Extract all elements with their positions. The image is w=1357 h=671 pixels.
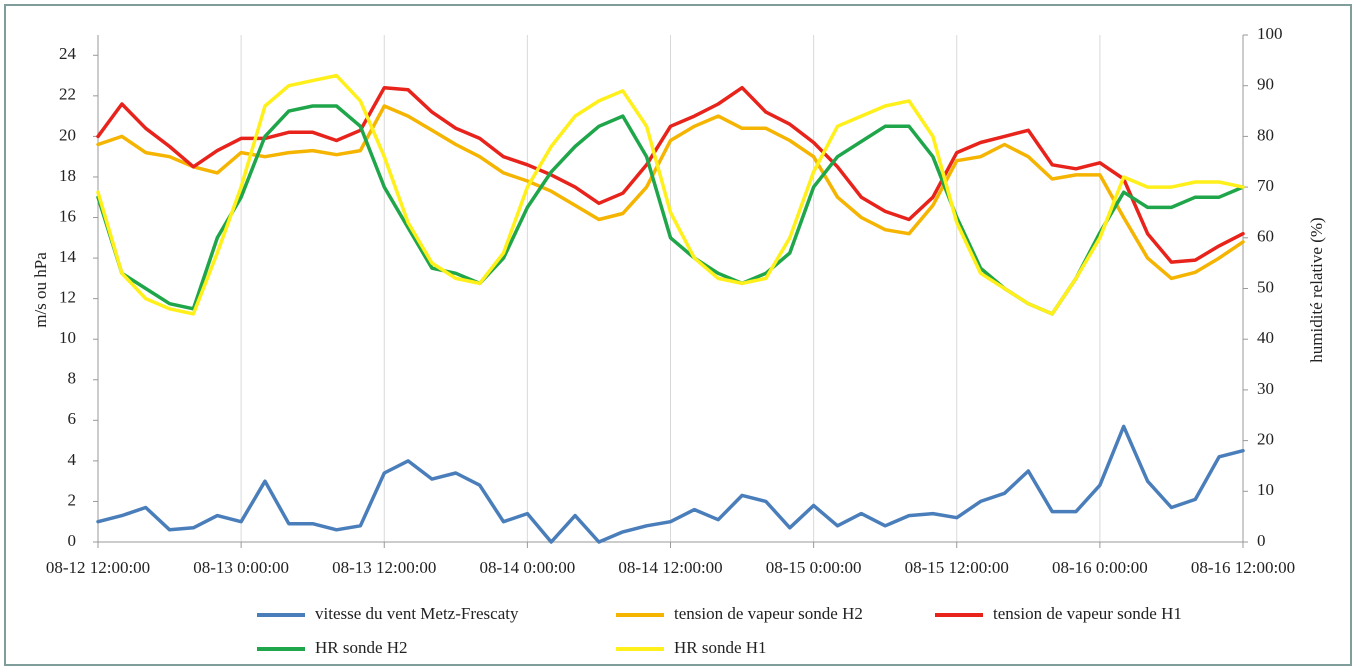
y-tick-label: 22: [59, 85, 76, 104]
y2-tick-label: 90: [1257, 75, 1274, 94]
legend-label: vitesse du vent Metz-Frescaty: [315, 604, 519, 623]
y-tick-label: 4: [68, 450, 77, 469]
y2-tick-label: 100: [1257, 24, 1283, 43]
y-tick-label: 14: [59, 247, 77, 266]
series-line: [96, 73, 1245, 316]
series-line: [96, 85, 1245, 264]
x-tick-label: 08-14 12:00:00: [618, 558, 722, 577]
y2-tick-label: 30: [1257, 379, 1274, 398]
y2-axis-title: humidité relative (%): [1307, 217, 1326, 362]
x-tick-label: 08-14 0:00:00: [479, 558, 575, 577]
y-tick-label: 0: [68, 531, 77, 550]
x-tick-label: 08-15 0:00:00: [766, 558, 862, 577]
chart-frame: [4, 4, 1352, 666]
x-tick-label: 08-16 12:00:00: [1191, 558, 1295, 577]
y2-tick-label: 60: [1257, 227, 1274, 246]
y2-tick-label: 40: [1257, 328, 1274, 347]
y-tick-label: 20: [59, 125, 76, 144]
x-tick-label: 08-13 0:00:00: [193, 558, 289, 577]
y2-tick-label: 70: [1257, 176, 1274, 195]
y2-tick-label: 20: [1257, 430, 1274, 449]
y2-tick-label: 50: [1257, 277, 1274, 296]
legend-label: HR sonde H1: [674, 638, 767, 657]
y2-tick-label: 80: [1257, 125, 1274, 144]
x-tick-label: 08-15 12:00:00: [905, 558, 1009, 577]
y2-tick-label: 10: [1257, 480, 1274, 499]
y-tick-label: 18: [59, 166, 76, 185]
series-line: [96, 424, 1245, 544]
y2-tick-label: 0: [1257, 531, 1266, 550]
y-tick-label: 12: [59, 288, 76, 307]
x-tick-label: 08-13 12:00:00: [332, 558, 436, 577]
y-tick-label: 16: [59, 206, 76, 225]
y-tick-label: 24: [59, 44, 77, 63]
y-tick-label: 6: [68, 409, 77, 428]
x-tick-label: 08-16 0:00:00: [1052, 558, 1148, 577]
y-tick-label: 8: [68, 369, 77, 388]
legend-label: tension de vapeur sonde H1: [993, 604, 1182, 623]
y-tick-label: 10: [59, 328, 76, 347]
legend-label: HR sonde H2: [315, 638, 408, 657]
series-line: [96, 104, 1245, 281]
legend-label: tension de vapeur sonde H2: [674, 604, 863, 623]
y-axis-title: m/s ou hPa: [31, 252, 50, 328]
x-tick-label: 08-12 12:00:00: [46, 558, 150, 577]
y-tick-label: 2: [68, 490, 77, 509]
